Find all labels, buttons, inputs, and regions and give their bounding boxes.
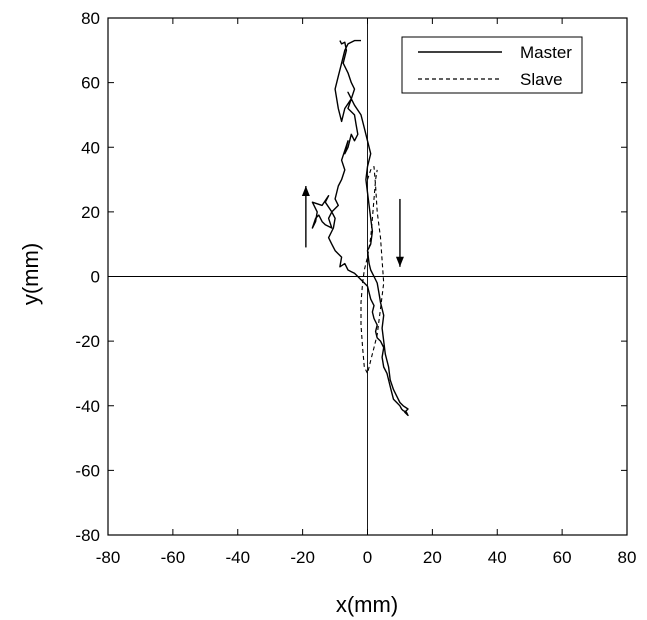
y-tick-label: -60 xyxy=(75,461,100,480)
series-layer xyxy=(311,39,409,417)
x-tick-label: -20 xyxy=(290,548,315,567)
x-tick-label: 0 xyxy=(363,548,372,567)
x-tick-label: 40 xyxy=(488,548,507,567)
axis-ticks: -80 -60 -40 -20 0 20 40 60 80 -80 -60 -40 -20 0 20 40 60… xyxy=(75,9,636,567)
legend-box xyxy=(401,36,583,94)
arrowhead-slave xyxy=(395,256,404,267)
x-tick-label: 20 xyxy=(423,548,442,567)
y-tick-label: 40 xyxy=(81,138,100,157)
direction-arrows xyxy=(301,186,404,267)
y-tick-label: -80 xyxy=(75,526,100,545)
series-line-master xyxy=(311,39,409,417)
y-tick-label: -40 xyxy=(75,397,100,416)
x-tick-label: 80 xyxy=(618,548,637,567)
legend-slave-label: Slave xyxy=(520,70,563,89)
x-tick-label: -80 xyxy=(96,548,121,567)
y-tick-label: 60 xyxy=(81,74,100,93)
legend-master-label: Master xyxy=(520,43,572,62)
y-axis-title: y(mm) xyxy=(18,243,43,305)
series-line-slave xyxy=(360,166,385,374)
y-tick-label: 80 xyxy=(81,9,100,28)
x-tick-label: 60 xyxy=(553,548,572,567)
y-tick-label: 20 xyxy=(81,203,100,222)
x-tick-label: -60 xyxy=(161,548,186,567)
x-tick-label: -40 xyxy=(225,548,250,567)
y-tick-label: 0 xyxy=(91,268,100,287)
legend: Master Slave xyxy=(401,36,583,94)
x-axis-title: x(mm) xyxy=(336,592,398,617)
arrowhead-master xyxy=(301,186,310,197)
y-tick-label: -20 xyxy=(75,332,100,351)
